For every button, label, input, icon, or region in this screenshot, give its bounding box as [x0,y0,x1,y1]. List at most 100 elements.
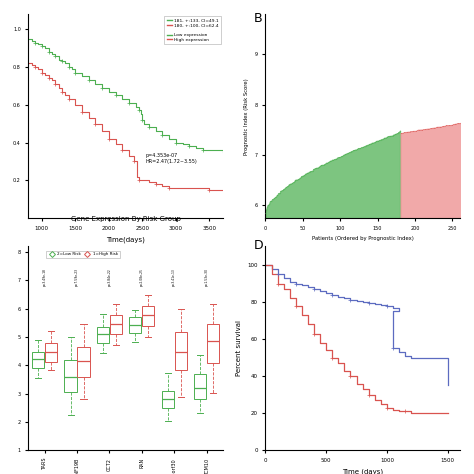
Point [397,129,404,137]
Point [262,209,269,217]
Point [425,125,432,132]
Point [333,154,341,161]
Point [287,180,295,187]
Point [327,157,334,164]
Point [466,117,474,125]
Point [282,183,290,191]
Point [323,159,330,166]
Y-axis label: Prognostic Index (Risk Score): Prognostic Index (Risk Score) [244,78,249,155]
Point [388,132,395,139]
Point [346,148,353,156]
Point [299,172,307,179]
Point [438,123,446,130]
Point [390,131,398,138]
Point [320,161,328,169]
Point [279,186,286,194]
Point [385,132,392,140]
Point [404,128,411,136]
PathPatch shape [45,343,57,362]
X-axis label: Time(days): Time(days) [106,236,145,243]
Point [360,143,368,150]
Point [448,121,456,128]
Point [277,187,285,194]
Point [401,128,408,136]
Point [429,124,437,132]
Y-axis label: Percent survival: Percent survival [236,320,242,376]
Point [454,119,461,127]
Point [407,128,414,135]
Point [443,122,451,129]
Point [285,181,292,189]
Point [460,119,468,127]
Point [283,182,291,190]
Point [360,143,367,150]
Point [288,180,295,187]
Point [430,124,438,131]
Point [391,130,399,138]
PathPatch shape [32,352,44,368]
Point [409,127,417,135]
Point [292,176,299,183]
Point [298,173,305,180]
Point [395,128,403,136]
Point [340,151,348,158]
Point [307,167,315,175]
Point [421,126,428,133]
Point [324,159,331,166]
Point [403,128,410,136]
Text: D: D [254,239,263,252]
Point [410,127,417,135]
Point [413,127,420,134]
Point [289,179,296,187]
Point [339,151,347,159]
Point [421,125,429,133]
Point [312,164,319,172]
Point [290,178,298,186]
Point [417,126,425,133]
Point [356,144,364,152]
Point [316,162,324,170]
Point [374,137,382,145]
Point [267,197,274,205]
Point [464,118,471,126]
Point [366,140,374,147]
Point [380,135,387,142]
Point [331,155,339,163]
Point [365,140,373,148]
Point [464,118,472,125]
Point [321,160,328,168]
Point [364,141,372,149]
Point [434,123,442,131]
Point [296,174,304,182]
Point [329,156,337,164]
Point [433,123,440,131]
Point [281,184,289,192]
Point [277,187,284,195]
Point [275,190,283,197]
Point [334,154,342,161]
Point [376,136,383,144]
Point [460,119,467,127]
Point [419,126,426,133]
Point [393,129,401,137]
Point [271,193,279,201]
Point [286,180,294,188]
Point [439,122,447,130]
Point [412,127,419,135]
Point [289,179,297,186]
Point [413,127,421,134]
Point [272,193,280,201]
Point [303,169,311,177]
Point [297,173,304,181]
Point [353,146,360,153]
Point [337,153,345,160]
Point [269,195,277,203]
Point [436,123,443,131]
Text: p=4.353e-07
HR=2.47(1.72~3.55): p=4.353e-07 HR=2.47(1.72~3.55) [145,153,197,164]
Point [434,123,441,131]
Point [316,163,323,170]
Point [280,185,288,192]
Point [469,117,474,124]
Point [278,187,286,194]
Text: p=3.41e-13: p=3.41e-13 [172,268,176,286]
